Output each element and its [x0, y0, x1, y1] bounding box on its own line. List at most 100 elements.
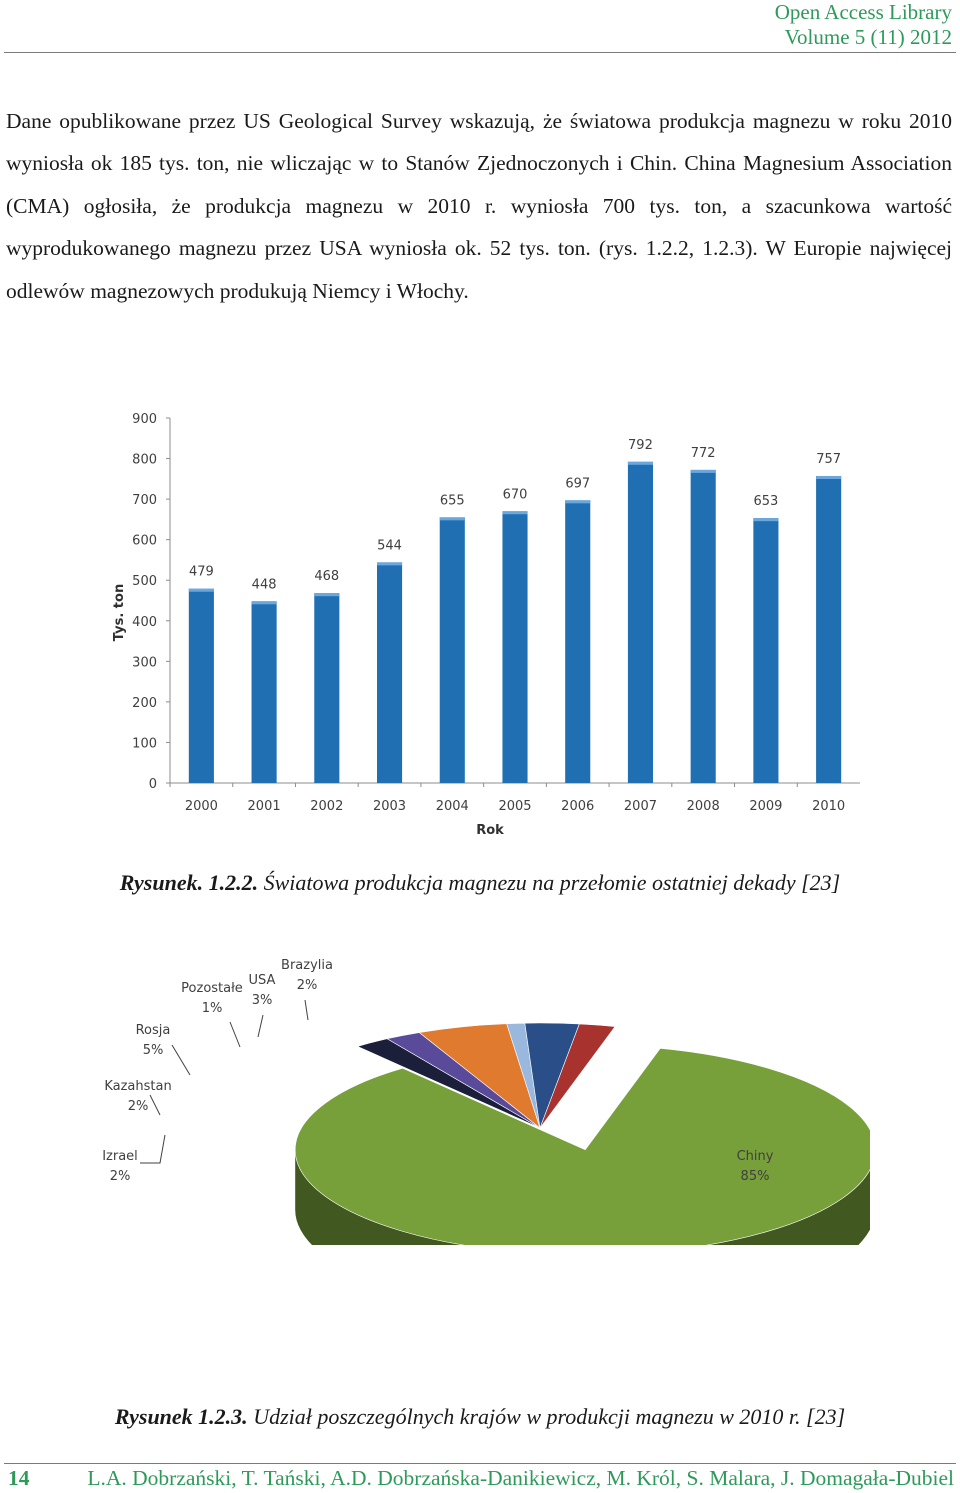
- figure2-caption-text: Udział poszczególnych krajów w produkcji…: [253, 1404, 846, 1429]
- body-paragraph: Dane opublikowane przez US Geological Su…: [6, 108, 952, 303]
- footer-divider: [4, 1463, 956, 1464]
- x-tick-label: 2002: [310, 799, 343, 814]
- x-tick-label: 2003: [373, 799, 406, 814]
- bar: [439, 517, 465, 783]
- pie-label-name: Rosja: [136, 1023, 171, 1038]
- journal-header: Open Access Library Volume 5 (11) 2012: [775, 0, 952, 50]
- y-tick-label: 400: [132, 615, 157, 630]
- x-tick-label: 2006: [561, 799, 594, 814]
- pie-slice: [539, 1023, 616, 1129]
- data-label: 448: [252, 577, 277, 592]
- figure2-caption-label: Rysunek 1.2.3.: [114, 1404, 248, 1429]
- pie-label: USA 3%: [249, 973, 276, 1038]
- pie-label-value: 2%: [110, 1169, 131, 1184]
- x-tick-label: 2004: [436, 799, 469, 814]
- y-axis-title: Tys. ton: [112, 584, 127, 641]
- pie-slice: [294, 1048, 870, 1245]
- data-label: 544: [377, 538, 402, 553]
- production-bar-chart: 0 100 200 300 400 500 600 700 800 900 479 2000 448 20…: [112, 412, 860, 838]
- data-label: 479: [189, 565, 214, 580]
- bar-group: [753, 518, 779, 783]
- bar-highlight: [690, 469, 716, 473]
- pie-label-name: Izrael: [102, 1149, 138, 1164]
- bar-highlight: [377, 562, 403, 566]
- pie-label-name: USA: [249, 973, 276, 988]
- y-tick-label: 0: [149, 777, 157, 792]
- bar: [753, 518, 779, 783]
- x-axis-title: Rok: [476, 823, 504, 838]
- pie-label-name: Kazahstan: [104, 1079, 171, 1094]
- share-pie-chart: Chiny 85% Izrael 2% Kazahstan 2% Rosja 5% Pozost…: [102, 958, 870, 1245]
- bar-highlight: [439, 517, 465, 521]
- bar: [188, 588, 214, 783]
- y-tick-label: 600: [132, 534, 157, 549]
- journal-volume: Volume 5 (11) 2012: [784, 25, 952, 49]
- bar: [690, 469, 716, 783]
- bar-group: [816, 475, 842, 783]
- pie-label-value: 85%: [741, 1169, 770, 1184]
- data-label: 653: [753, 494, 778, 509]
- pie-label-value: 2%: [128, 1099, 149, 1114]
- bar: [502, 511, 528, 783]
- bar: [377, 562, 403, 783]
- bar-highlight: [627, 461, 653, 465]
- pie-label: Pozostałe 1%: [181, 981, 243, 1048]
- bar-highlight: [502, 511, 528, 515]
- x-tick-label: 2005: [498, 799, 531, 814]
- journal-title: Open Access Library: [774, 0, 952, 24]
- y-tick-label: 300: [132, 655, 157, 670]
- data-label: 757: [816, 452, 841, 467]
- pie-slice-side: [295, 1149, 870, 1245]
- bar-highlight: [816, 475, 842, 479]
- figure1-caption-text: Światowa produkcja magnezu na przełomie …: [263, 870, 841, 895]
- bar: [627, 461, 653, 783]
- bar-group: [188, 588, 214, 783]
- bar: [251, 601, 277, 783]
- data-label: 655: [440, 493, 465, 508]
- pie-leader-line: [229, 1021, 241, 1048]
- x-tick-label: 2008: [687, 799, 720, 814]
- bar-group: [251, 601, 277, 783]
- pie-leader-line: [304, 999, 309, 1021]
- y-tick-label: 800: [132, 453, 157, 468]
- bar-group: [439, 517, 465, 783]
- pie-label-value: 1%: [202, 1001, 223, 1016]
- pie-label: Rosja 5%: [136, 1023, 191, 1076]
- pie-label: Kazahstan 2%: [104, 1079, 172, 1116]
- data-label: 697: [565, 476, 590, 491]
- pie-leader-line: [257, 1014, 264, 1038]
- pie-leader-line: [171, 1044, 191, 1076]
- pie-label-name: Chiny: [737, 1149, 774, 1164]
- pie-leader-line: [149, 1094, 161, 1116]
- x-tick-label: 2007: [624, 799, 657, 814]
- bar-highlight: [753, 518, 779, 522]
- pie-tops: [294, 1022, 870, 1245]
- data-label: 792: [628, 438, 653, 453]
- bar: [314, 593, 340, 783]
- bar-group: [314, 593, 340, 783]
- x-tick-label: 2001: [248, 799, 281, 814]
- x-tick-label: 2010: [812, 799, 845, 814]
- pie-label-value: 2%: [297, 978, 318, 993]
- bar: [816, 475, 842, 783]
- pie-label: Chiny 85%: [737, 1149, 774, 1184]
- pie-label-name: Pozostałe: [181, 981, 243, 996]
- data-label: 670: [503, 487, 528, 502]
- bar-highlight: [565, 500, 591, 504]
- pie-label-value: 3%: [252, 993, 273, 1008]
- bar-group: [502, 511, 528, 783]
- y-tick-label: 200: [132, 696, 157, 711]
- data-label: 468: [314, 569, 339, 584]
- footer-authors: L.A. Dobrzański, T. Tański, A.D. Dobrzań…: [87, 1466, 954, 1490]
- y-tick-label: 700: [132, 493, 157, 508]
- bar-group: [690, 469, 716, 783]
- bar-group: [377, 562, 403, 783]
- bar-group: [565, 500, 591, 783]
- pie-label-name: Brazylia: [281, 958, 333, 973]
- y-tick-label: 500: [132, 574, 157, 589]
- bar-highlight: [314, 593, 340, 597]
- y-tick-label: 100: [132, 736, 157, 751]
- pie-leader-line: [140, 1134, 166, 1164]
- pie-label: Brazylia 2%: [281, 958, 333, 1021]
- data-label: 772: [691, 446, 716, 461]
